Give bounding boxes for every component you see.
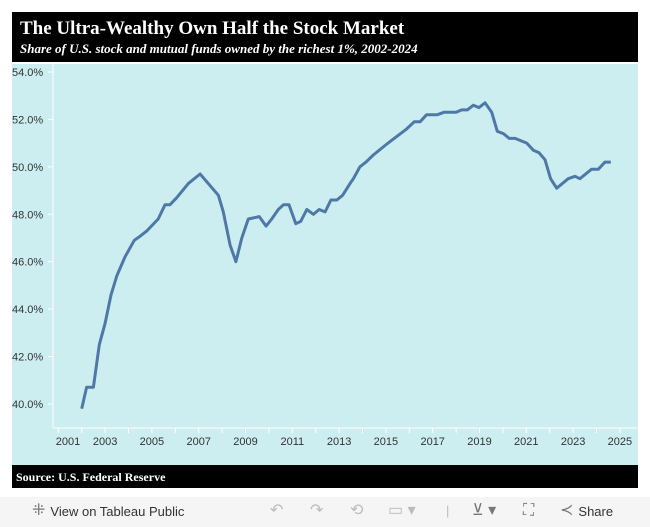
- line-chart: 40.0% 42.0% 44.0% 46.0% 48.0% 50.0% 52.0% 54.0%…: [12, 64, 638, 465]
- y-tick-label: 40.0%: [12, 399, 43, 411]
- x-tick-label: 2023: [561, 436, 585, 448]
- undo-icon[interactable]: ↶: [270, 502, 284, 519]
- x-tick-label: 2025: [608, 436, 632, 448]
- chart-title: The Ultra-Wealthy Own Half the Stock Mar…: [20, 18, 405, 39]
- redo-icon[interactable]: ↷: [310, 502, 324, 519]
- source-bar: Source: U.S. Federal Reserve: [12, 465, 638, 488]
- y-tick-label: 42.0%: [12, 352, 43, 364]
- fullscreen-icon[interactable]: ⛶: [523, 502, 535, 519]
- share-label: Share: [578, 503, 614, 519]
- source-text: Source: U.S. Federal Reserve: [16, 470, 166, 484]
- share-icon: ≺: [560, 502, 574, 519]
- x-tick-label: 2005: [140, 436, 164, 448]
- x-tick-label: 2001: [56, 436, 80, 448]
- tableau-logo-icon: ⁜: [32, 502, 46, 519]
- toolbar-divider: |: [446, 503, 450, 518]
- x-tick-label: 2011: [280, 436, 304, 448]
- revert-icon[interactable]: ⟲: [350, 502, 364, 519]
- tableau-toolbar: ⁜ View on Tableau Public ↶ ↷ ⟲ ▭ ▾ | ⊻ ▾…: [0, 497, 650, 527]
- plot-background: [12, 64, 638, 465]
- download-icon[interactable]: ⊻ ▾: [472, 502, 497, 519]
- x-tick-label: 2021: [514, 436, 538, 448]
- share-button[interactable]: ≺ Share: [560, 503, 613, 519]
- y-tick-label: 50.0%: [12, 162, 43, 174]
- x-tick-label: 2019: [467, 436, 491, 448]
- title-bar: The Ultra-Wealthy Own Half the Stock Mar…: [12, 12, 638, 62]
- y-tick-label: 46.0%: [12, 257, 43, 269]
- y-tick-label: 44.0%: [12, 304, 43, 316]
- y-tick-label: 54.0%: [12, 67, 43, 79]
- x-tick-label: 2009: [233, 436, 257, 448]
- view-on-tableau-button[interactable]: ⁜ View on Tableau Public: [32, 503, 184, 519]
- x-tick-label: 2017: [420, 436, 444, 448]
- view-on-tableau-label: View on Tableau Public: [50, 503, 185, 519]
- y-tick-label: 52.0%: [12, 114, 43, 126]
- x-tick-label: 2013: [327, 436, 351, 448]
- refresh-icon[interactable]: ▭ ▾: [388, 502, 416, 519]
- x-tick-label: 2015: [374, 436, 398, 448]
- x-tick-label: 2007: [186, 436, 210, 448]
- x-tick-label: 2003: [93, 436, 117, 448]
- y-tick-label: 48.0%: [12, 209, 43, 221]
- chart-subtitle: Share of U.S. stock and mutual funds own…: [20, 41, 418, 56]
